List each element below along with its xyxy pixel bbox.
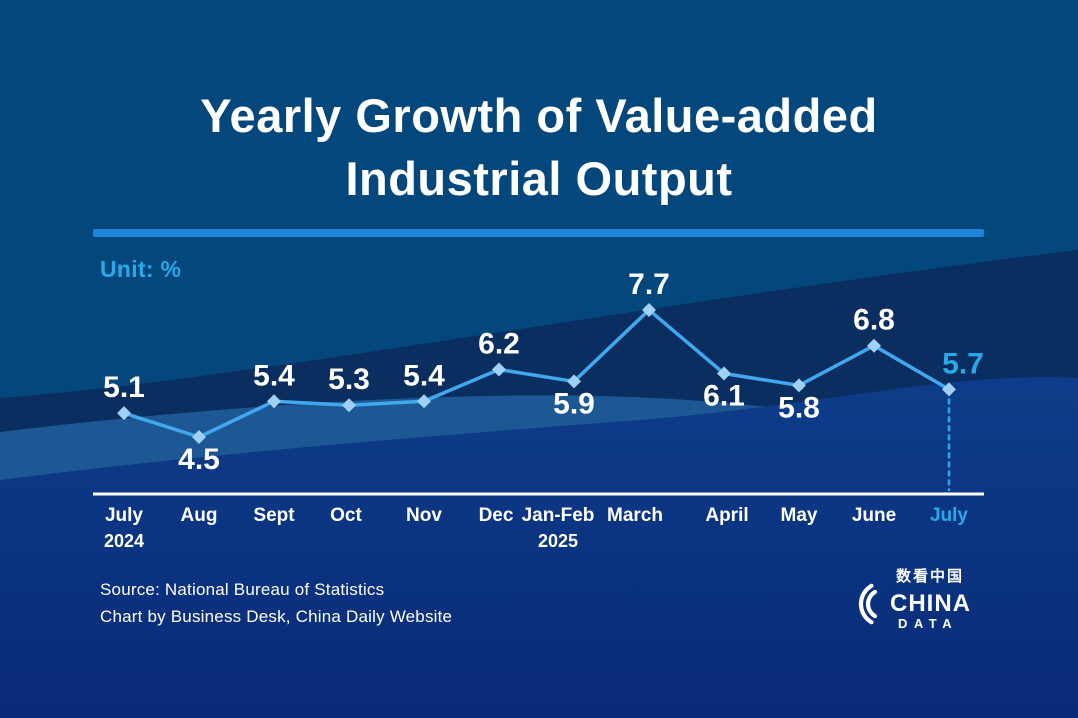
title-line-2: Industrial Output bbox=[345, 152, 733, 205]
x-axis-label: Oct bbox=[330, 505, 362, 526]
x-axis-label: Sept bbox=[253, 505, 295, 526]
title-line-1: Yearly Growth of Value-added bbox=[200, 89, 878, 142]
x-axis-label: Dec bbox=[479, 505, 514, 526]
value-label: 5.4 bbox=[253, 359, 295, 392]
data-point-marker bbox=[267, 394, 281, 409]
title-divider bbox=[93, 229, 984, 237]
data-point-marker bbox=[717, 366, 731, 381]
data-point-marker bbox=[942, 382, 956, 397]
background-wave-royal bbox=[0, 377, 1078, 718]
value-label: 5.7 bbox=[942, 347, 984, 380]
logo-name-text: CHINA bbox=[890, 590, 971, 617]
source-line: Source: National Bureau of Statistics bbox=[100, 580, 385, 599]
x-axis-year-label: 2024 bbox=[104, 531, 144, 551]
data-point-marker bbox=[642, 302, 656, 317]
trend-line bbox=[122, 308, 951, 439]
data-point-marker bbox=[417, 394, 431, 409]
data-point-marker bbox=[192, 430, 206, 444]
data-point-marker bbox=[117, 406, 131, 421]
value-label: 5.4 bbox=[403, 359, 445, 392]
x-axis-label: July bbox=[105, 505, 143, 526]
value-label: 5.9 bbox=[553, 387, 595, 420]
x-axis-label: June bbox=[852, 505, 896, 526]
value-label: 6.2 bbox=[478, 328, 520, 361]
data-point-marker bbox=[567, 374, 581, 389]
value-label: 6.8 bbox=[853, 304, 895, 337]
china-data-logo: 数看中国 CHINA DATA bbox=[858, 567, 971, 631]
x-axis-label: Aug bbox=[181, 505, 218, 526]
value-label: 5.3 bbox=[328, 363, 370, 396]
data-point-marker bbox=[492, 362, 506, 377]
value-label: 7.7 bbox=[628, 268, 670, 301]
x-axis-label: Jan-Feb bbox=[522, 505, 595, 526]
x-axis-label: April bbox=[705, 505, 748, 526]
value-label: 6.1 bbox=[703, 379, 745, 412]
x-axis-label: July bbox=[930, 505, 968, 526]
data-point-marker bbox=[342, 398, 356, 413]
x-axis-year-label: 2025 bbox=[538, 531, 578, 551]
unit-label: Unit: % bbox=[100, 256, 182, 282]
value-label: 4.5 bbox=[178, 443, 220, 476]
source-credits: Source: National Bureau of Statistics Ch… bbox=[100, 576, 452, 630]
credit-line: Chart by Business Desk, China Daily Webs… bbox=[100, 607, 453, 626]
data-point-marker bbox=[867, 338, 881, 353]
value-label: 5.1 bbox=[103, 371, 145, 404]
logo-arc-outer-icon bbox=[858, 583, 874, 625]
logo-subname-text: DATA bbox=[898, 616, 958, 631]
logo-arc-inner-icon bbox=[865, 589, 878, 619]
data-point-marker bbox=[792, 378, 806, 393]
x-axis-label: March bbox=[607, 505, 663, 526]
page-title: Yearly Growth of Value-added Industrial … bbox=[0, 84, 1078, 210]
value-label: 5.8 bbox=[778, 391, 820, 424]
logo-chinese-text: 数看中国 bbox=[896, 567, 964, 585]
x-axis-label: May bbox=[781, 505, 818, 526]
x-axis-label: Nov bbox=[406, 505, 442, 526]
